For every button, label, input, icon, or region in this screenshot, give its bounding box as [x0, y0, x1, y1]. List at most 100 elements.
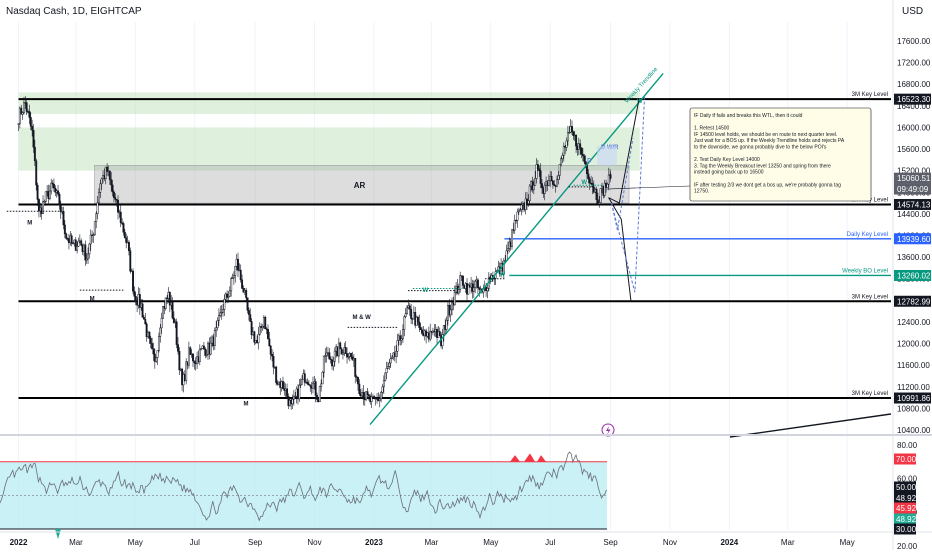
candle-body: [44, 191, 47, 202]
candle-body: [556, 179, 558, 187]
candle-body: [517, 210, 520, 213]
note-line-2: 1. Retest 14500: [694, 126, 730, 132]
level-label-4: 3M Key Level: [852, 294, 888, 300]
candle-body: [320, 383, 323, 387]
candle-body: [52, 183, 55, 189]
candle-body: [584, 161, 587, 165]
candle-body: [599, 188, 602, 203]
candle-body: [328, 352, 331, 360]
rsi-tick-1: 60.00: [897, 475, 918, 484]
candle-body: [29, 117, 32, 127]
candle-body: [185, 361, 188, 381]
candle-body: [253, 331, 256, 343]
candle-body: [132, 270, 134, 292]
candle-body: [322, 355, 325, 373]
candle-body: [38, 199, 40, 212]
candle-body: [429, 330, 432, 340]
rsi-label-bg-5: [894, 523, 916, 535]
price-label-bg-6: [894, 295, 931, 307]
candle-body: [301, 379, 304, 385]
candle-body: [408, 305, 411, 310]
candle-body: [258, 326, 261, 335]
candle-body: [418, 321, 421, 328]
candle-body: [88, 243, 91, 255]
annotation-7: D: [587, 159, 592, 165]
candle-body: [234, 265, 237, 276]
candle-body: [93, 221, 96, 236]
rsi-label-bg-0: [894, 453, 916, 465]
candle-body: [241, 279, 244, 289]
projection-up-solid: [608, 100, 640, 204]
candle-body: [119, 211, 122, 224]
candle-body: [441, 334, 444, 347]
candle-body: [58, 193, 61, 206]
annotation-9: W: [637, 99, 643, 105]
candle-body: [99, 183, 102, 193]
price-label-6: 12782.99: [897, 297, 931, 306]
currency-label[interactable]: USD: [902, 6, 923, 17]
candle-body: [268, 338, 271, 347]
candle-body: [588, 178, 591, 184]
candle-body: [198, 349, 201, 362]
candle-body: [54, 187, 57, 193]
candle-body: [264, 317, 267, 330]
candle-body: [261, 326, 264, 328]
candle-body: [314, 381, 317, 396]
candle-body: [57, 190, 59, 195]
candle-body: [309, 384, 312, 387]
candle-body: [358, 383, 361, 394]
candle-body: [403, 316, 406, 330]
candle-body: [112, 191, 115, 198]
candle-body: [134, 295, 137, 303]
candle-body: [222, 309, 224, 313]
note-line-7: 2. Test Daily Key Level 14000: [694, 157, 760, 163]
level-label-3: Weekly BO Level: [842, 268, 888, 274]
note-pointer: [606, 185, 691, 190]
price-tick-13: 12400.00: [897, 318, 931, 327]
candle-body: [587, 173, 590, 180]
candle-body: [121, 222, 124, 224]
candle-body: [457, 289, 460, 294]
note-line-3: IF 14500 level holds, we should be en ro…: [694, 132, 837, 138]
candle-body: [603, 182, 606, 196]
candle-body: [25, 102, 28, 112]
time-tick-9: Jul: [545, 538, 555, 547]
candle-body: [385, 368, 388, 374]
candle-body: [23, 102, 25, 113]
candle-body: [583, 155, 586, 162]
candle-body: [70, 235, 73, 244]
annotation-0: M: [27, 221, 32, 227]
candle-body: [84, 244, 87, 261]
candle-body: [92, 234, 95, 236]
annotation-1: M: [90, 296, 95, 302]
candle-body: [299, 384, 302, 386]
candle-body: [609, 174, 612, 179]
price-label-2: 09:49:09: [897, 185, 929, 194]
time-tick-6: 2023: [365, 538, 383, 547]
candle-body: [380, 391, 383, 400]
note-box: [689, 107, 872, 202]
candle-body: [31, 126, 34, 131]
rsi-label-5: 30.00: [896, 525, 917, 534]
note-line-8: 3. Tag the Weekly Breakout level 13250 a…: [694, 163, 831, 169]
candle-body: [63, 224, 66, 235]
candle-body: [581, 154, 584, 157]
time-tick-14: May: [840, 538, 855, 547]
level-label-0: 3M Key Level: [852, 92, 888, 98]
candle-body: [306, 381, 309, 385]
candle-body: [215, 327, 218, 331]
candle-body: [558, 163, 561, 176]
candle-body: [157, 336, 160, 351]
price-tick-3: 16400.00: [897, 102, 931, 111]
price-label-5: 13260.02: [897, 271, 931, 280]
candle-body: [316, 395, 319, 400]
candle-body: [108, 170, 111, 180]
candle-body: [324, 355, 327, 357]
price-label-bg-4: [894, 233, 931, 245]
rsi-tick-3: 20.00: [897, 542, 918, 550]
candle-body: [598, 202, 601, 205]
candle-body: [298, 385, 301, 400]
